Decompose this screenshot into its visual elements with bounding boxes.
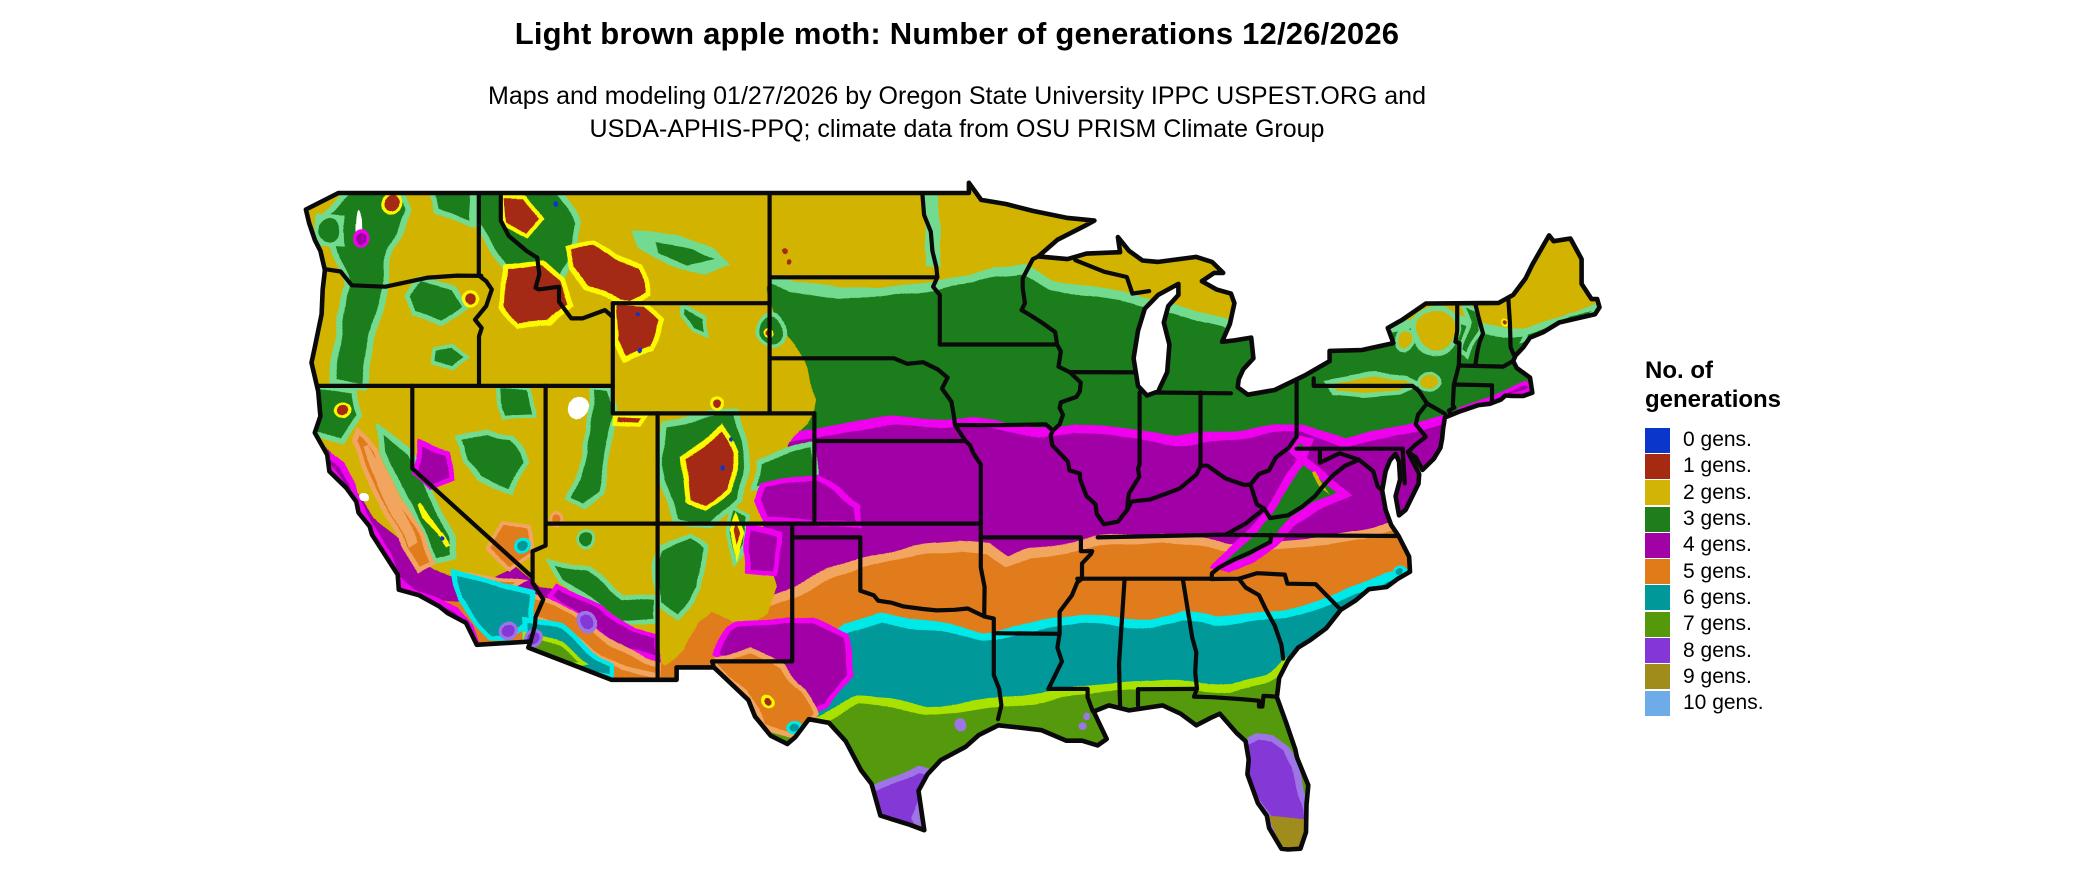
legend-item-label: 4 gens. xyxy=(1683,533,1752,557)
page-title: Light brown apple moth: Number of genera… xyxy=(514,16,1400,51)
legend-item: 10 gens. xyxy=(1645,690,1945,716)
legend-item-label: 8 gens. xyxy=(1683,638,1752,662)
legend-item: 7 gens. xyxy=(1645,611,1945,637)
subtitle-line-2: USDA-APHIS-PPQ; climate data from OSU PR… xyxy=(589,115,1325,143)
legend-item: 1 gens. xyxy=(1645,453,1945,479)
legend-title: No. of generations xyxy=(1645,356,1945,414)
legend-item: 5 gens. xyxy=(1645,558,1945,585)
legend-item: 6 gens. xyxy=(1645,585,1945,611)
legend-item: 3 gens. xyxy=(1645,506,1945,532)
legend-item: 2 gens. xyxy=(1645,480,1945,506)
legend-item-label: 1 gens. xyxy=(1683,454,1752,478)
legend-item-label: 9 gens. xyxy=(1683,664,1752,688)
legend-item: 0 gens. xyxy=(1645,427,1945,453)
legend-swatch xyxy=(1645,690,1670,716)
legend-item-label: 0 gens. xyxy=(1683,428,1752,452)
legend-swatch xyxy=(1645,532,1670,558)
legend-swatch xyxy=(1645,480,1670,506)
legend-item: 8 gens. xyxy=(1645,637,1945,664)
legend-item-label: 2 gens. xyxy=(1683,480,1752,504)
legend: No. of generations 0 gens. 1 gens. 2 gens.… xyxy=(1645,356,1945,716)
legend-swatch xyxy=(1645,638,1670,664)
legend-swatch xyxy=(1645,559,1670,585)
legend-title-line-1: No. of xyxy=(1645,357,1713,384)
legend-item-label: 3 gens. xyxy=(1683,507,1752,531)
legend-swatch xyxy=(1645,506,1670,532)
map-subtitle: Maps and modeling 01/27/2026 by Oregon S… xyxy=(0,80,1914,146)
legend-item: 9 gens. xyxy=(1645,664,1945,690)
legend-swatch xyxy=(1645,585,1670,611)
legend-item: 4 gens. xyxy=(1645,532,1945,558)
legend-item-label: 10 gens. xyxy=(1683,691,1764,715)
legend-swatch xyxy=(1645,453,1670,479)
subtitle-line-1: Maps and modeling 01/27/2026 by Oregon S… xyxy=(488,82,1426,110)
legend-item-label: 6 gens. xyxy=(1683,585,1752,609)
legend-swatch xyxy=(1645,664,1670,690)
nation-outline xyxy=(303,180,1602,852)
legend-title-line-2: generations xyxy=(1645,386,1782,413)
legend-swatch xyxy=(1645,611,1670,637)
state-borders xyxy=(311,190,1516,722)
legend-item-list: 0 gens. 1 gens. 2 gens. 3 gens. 4 gens. 5 gen… xyxy=(1645,427,1945,716)
legend-item-label: 5 gens. xyxy=(1683,559,1752,583)
legend-item-label: 7 gens. xyxy=(1683,612,1752,636)
legend-swatch xyxy=(1645,427,1670,453)
